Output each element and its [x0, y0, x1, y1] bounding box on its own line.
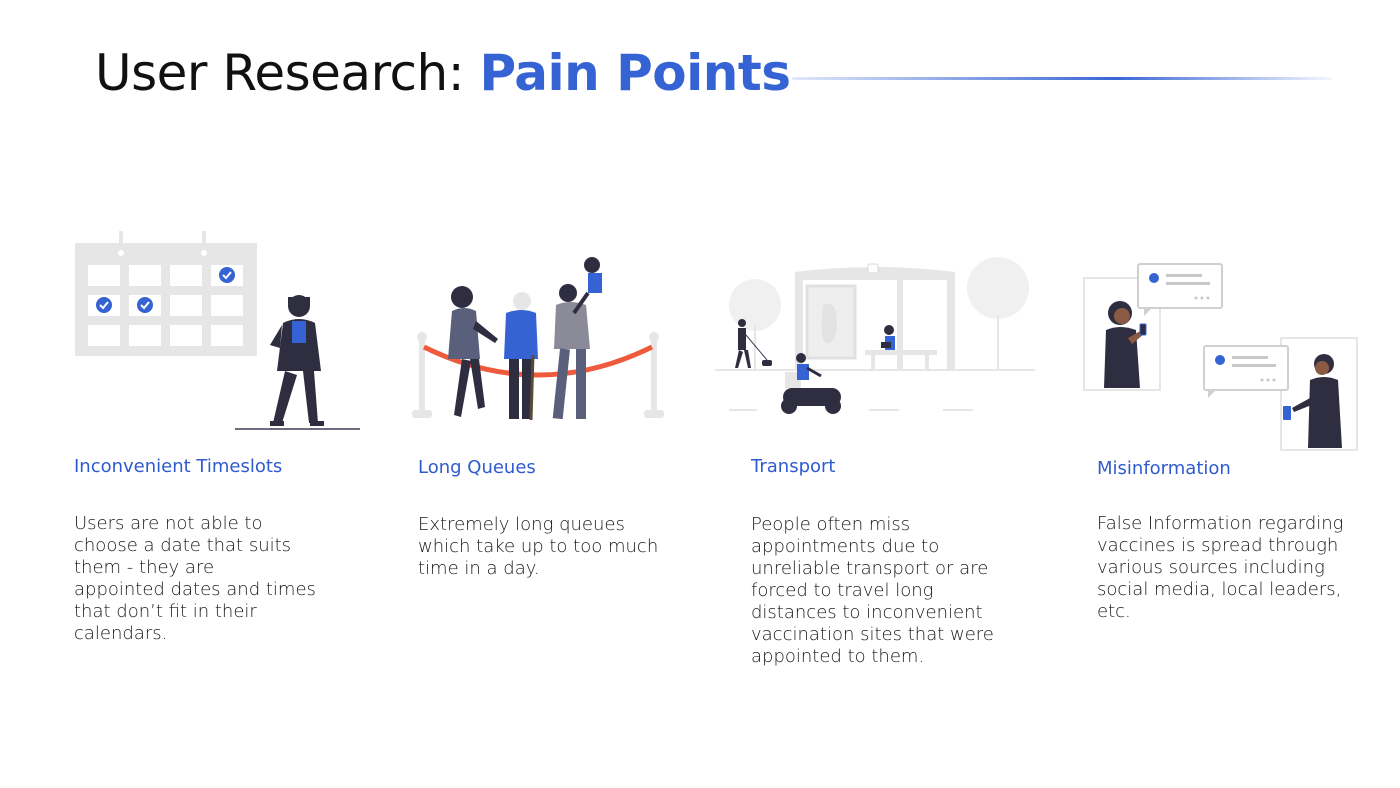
text-line: False Information regarding	[1097, 513, 1344, 534]
card-title-inconvenient-timeslots: Inconvenient Timeslots	[74, 456, 283, 477]
text-line: that don’t fit in their	[74, 601, 257, 622]
text-line: them - they are	[74, 557, 215, 578]
text-line: calendars.	[74, 623, 168, 644]
card-title-long-queues: Long Queues	[418, 457, 536, 478]
text-line: unreliable transport or are	[751, 558, 989, 579]
title-divider	[792, 77, 1332, 80]
card-text-inconvenient-timeslots: Users are not able to choose a date that…	[74, 513, 374, 645]
card-title-misinformation: Misinformation	[1097, 458, 1231, 479]
calendar-person-illustration	[75, 231, 360, 430]
queue-illustration	[412, 257, 664, 421]
page-title: User Research: Pain Points	[95, 44, 791, 102]
card-title-transport: Transport	[751, 456, 836, 477]
text-line: vaccines is spread through	[1097, 535, 1339, 556]
text-line: which take up to too much	[418, 536, 659, 557]
title-prefix: User Research:	[95, 44, 480, 102]
text-line: Extremely long queues	[418, 514, 625, 535]
text-line: etc.	[1097, 601, 1131, 622]
text-line: forced to travel long	[751, 580, 934, 601]
text-line: time in a day.	[418, 558, 540, 579]
title-accent: Pain Points	[479, 44, 791, 102]
text-line: various sources including	[1097, 557, 1325, 578]
text-line: appointments due to	[751, 536, 940, 557]
text-line: choose a date that suits	[74, 535, 292, 556]
text-line: appointed dates and times	[74, 579, 316, 600]
messaging-illustration	[1083, 263, 1358, 451]
text-line: distances to inconvenient	[751, 602, 983, 623]
text-line: vaccination sites that were	[751, 624, 994, 645]
card-text-misinformation: False Information regarding vaccines is …	[1097, 513, 1387, 623]
check-icon	[96, 267, 235, 313]
text-line: appointed to them.	[751, 646, 925, 667]
bus-stop-illustration	[715, 257, 1035, 414]
text-line: social media, local leaders,	[1097, 579, 1342, 600]
text-line: Users are not able to	[74, 513, 263, 534]
text-line: People often miss	[751, 514, 911, 535]
card-text-transport: People often miss appointments due to un…	[751, 514, 1061, 668]
card-text-long-queues: Extremely long queues which take up to t…	[418, 514, 718, 580]
